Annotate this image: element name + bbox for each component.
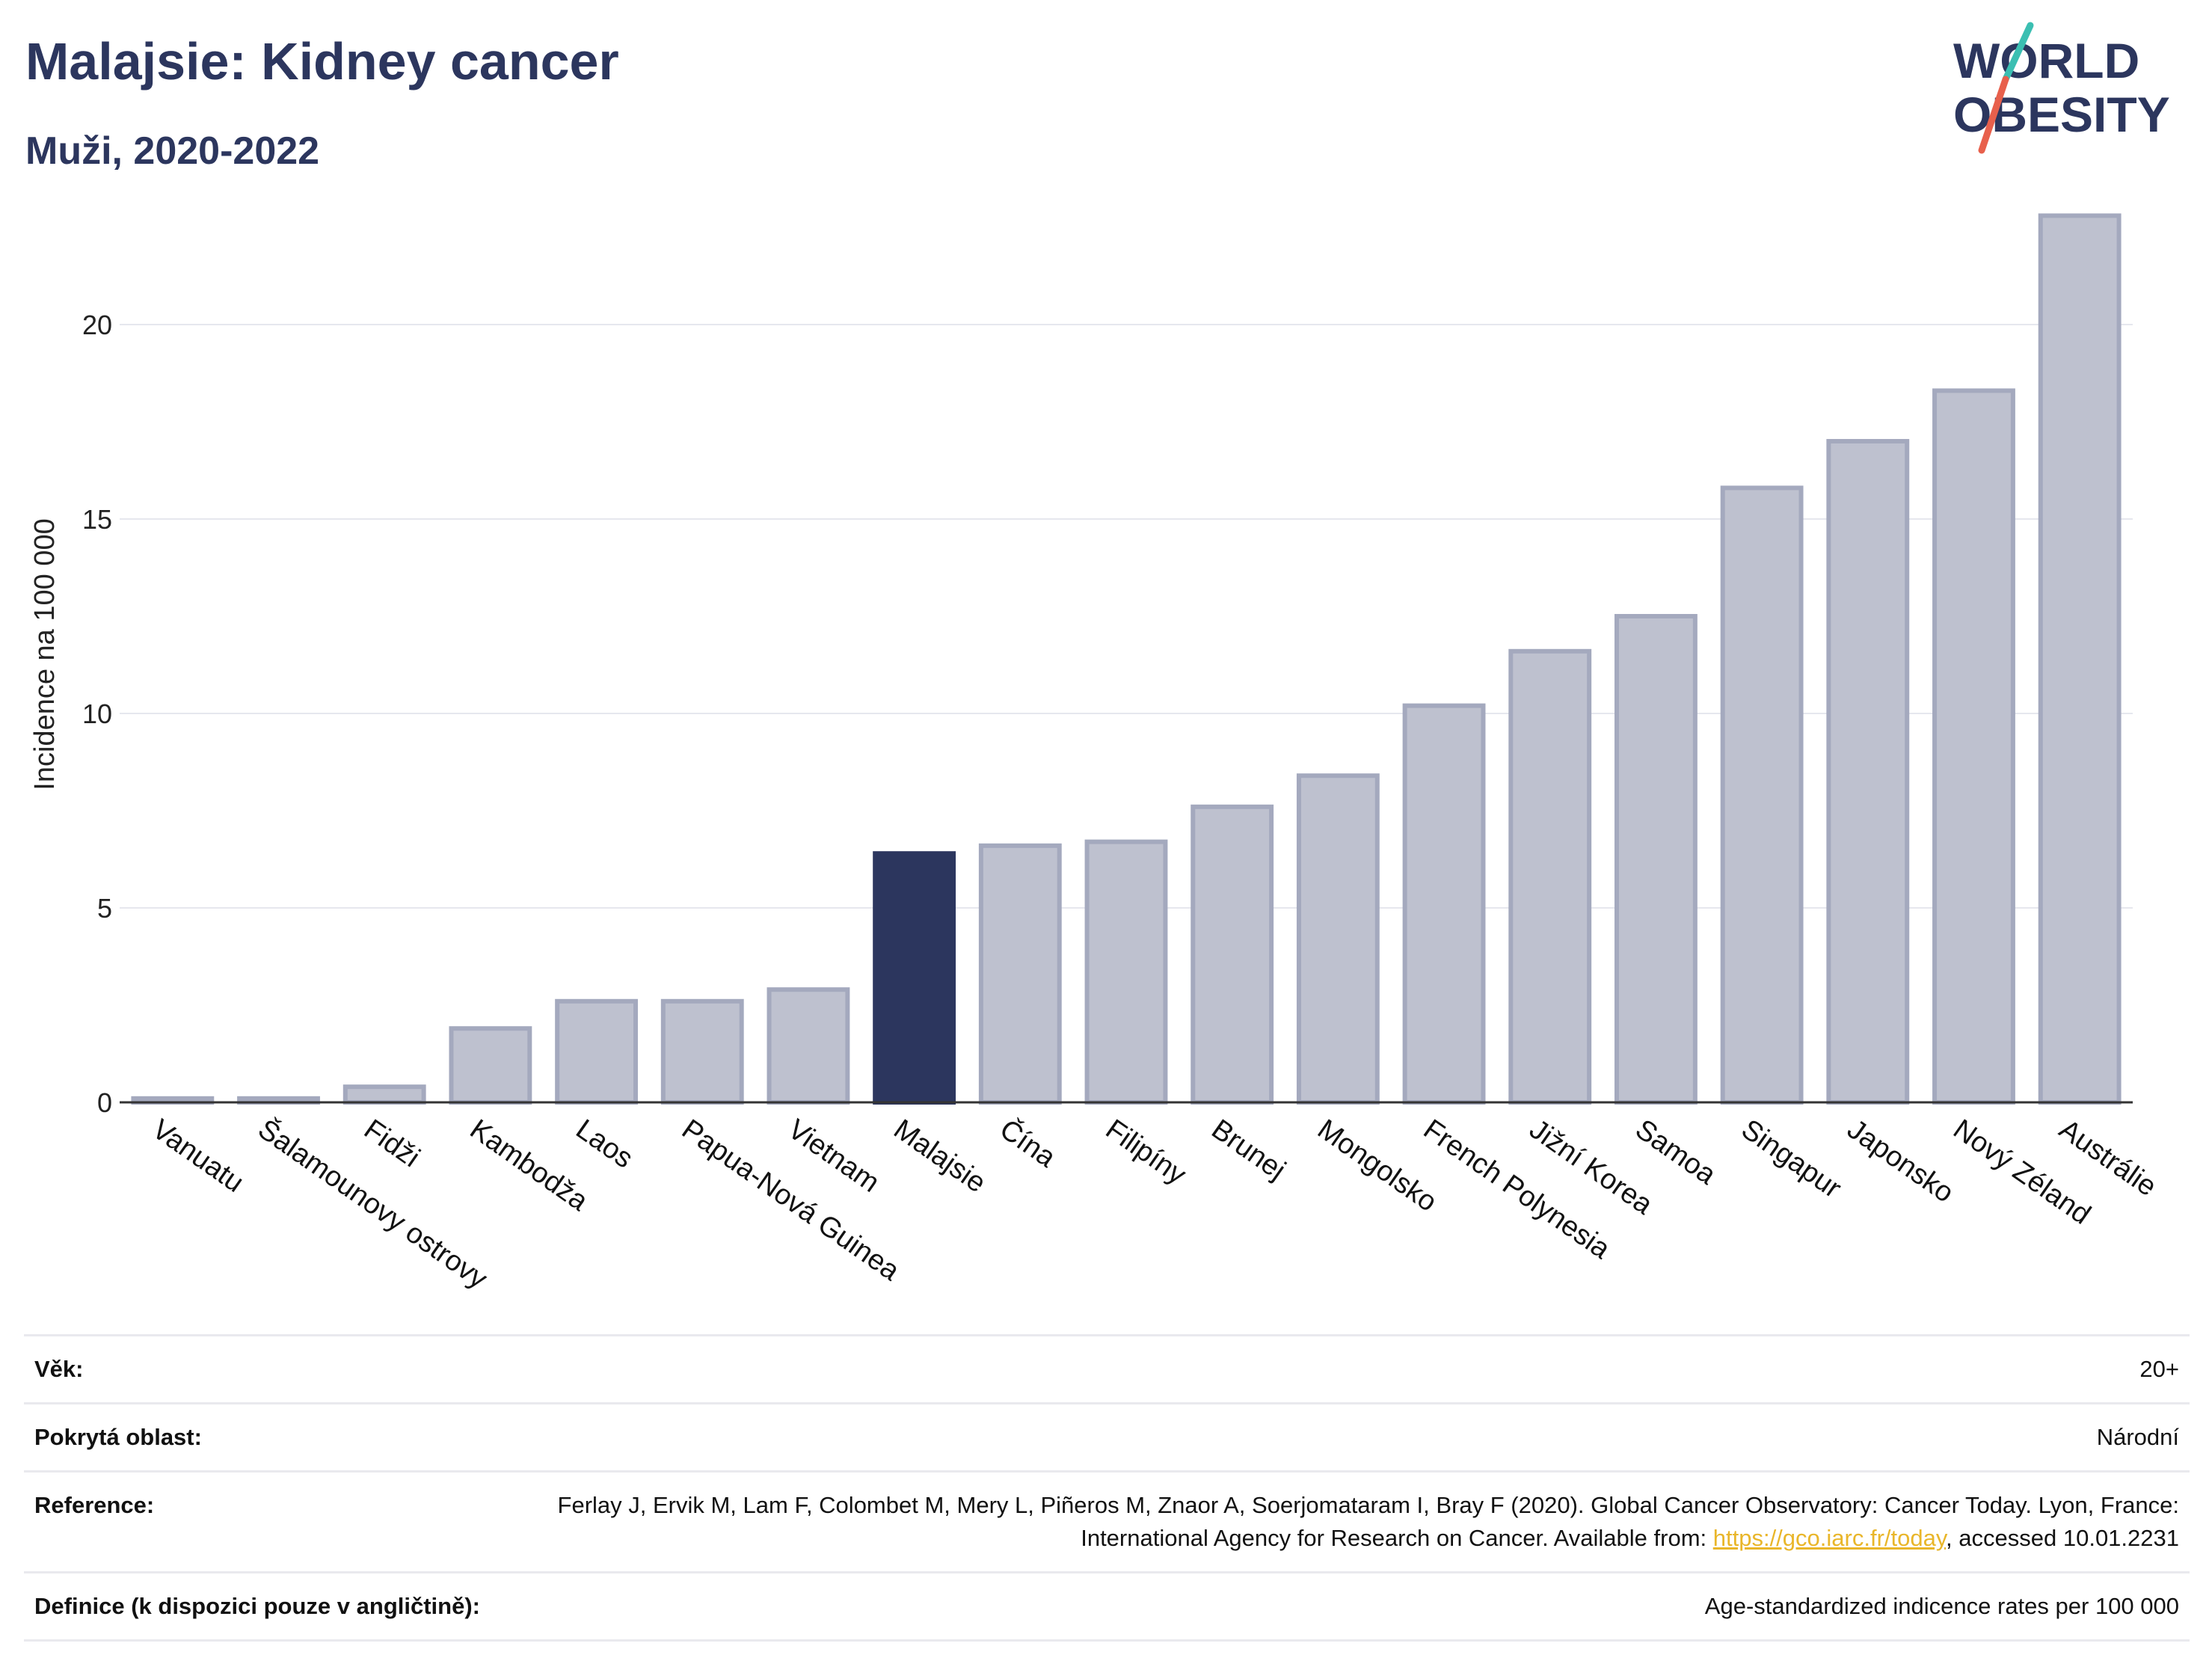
bar-16 [1826, 439, 1910, 1105]
y-tick-label: 15 [82, 504, 112, 535]
bar-3 [449, 1026, 532, 1105]
meta-label-definition: Definice (k dispozici pouze v angličtině… [34, 1593, 480, 1619]
meta-value-coverage: Národní [2096, 1424, 2179, 1450]
meta-value-reference: Ferlay J, Ervik M, Lam F, Colombet M, Me… [459, 1489, 2179, 1555]
y-axis-label: Incidence na 100 000 [29, 518, 61, 790]
bar-7 [873, 851, 956, 1105]
logo-slash-red [1978, 76, 2009, 154]
metadata-table: Věk: 20+ Pokrytá oblast: Národní Referen… [24, 1334, 2190, 1642]
x-tick-label: Kambodža [464, 1114, 595, 1218]
meta-value-age: 20+ [2139, 1356, 2179, 1382]
bar-15 [1720, 485, 1804, 1105]
bar-4 [555, 998, 639, 1105]
bar-10 [1191, 804, 1274, 1105]
logo-line-world: WORLD [1953, 33, 2139, 88]
meta-label-coverage: Pokrytá oblast: [34, 1424, 202, 1450]
meta-row-coverage: Pokrytá oblast: Národní [24, 1402, 2190, 1470]
x-tick-label: Brunej [1206, 1114, 1291, 1186]
bar-11 [1296, 773, 1380, 1105]
bars [131, 213, 2122, 1105]
x-tick-label: Filipíny [1100, 1114, 1192, 1191]
bar-8 [978, 843, 1062, 1105]
meta-row-reference: Reference: Ferlay J, Ervik M, Lam F, Col… [24, 1470, 2190, 1571]
bar-2 [342, 1084, 426, 1105]
bar-5 [660, 998, 744, 1105]
x-tick-label: Samoa [1629, 1114, 1721, 1191]
world-obesity-logo: WORLD OBESITY [1953, 22, 2170, 154]
bar-17 [1932, 388, 2015, 1105]
bar-6 [766, 987, 850, 1105]
x-tick-label: Malajsie [888, 1114, 991, 1199]
x-tick-label: Mongolsko [1312, 1114, 1443, 1218]
y-tick-label: 5 [97, 893, 112, 924]
x-tick-label: Singapur [1736, 1114, 1847, 1205]
chart-subtitle: Muži, 2020-2022 [25, 129, 320, 173]
x-tick-label: Japonsko [1842, 1114, 1959, 1209]
meta-label-age: Věk: [34, 1356, 84, 1382]
bar-9 [1084, 839, 1168, 1105]
meta-value-definition: Age-standardized indicence rates per 100… [1704, 1593, 2179, 1619]
y-tick-label: 10 [82, 698, 112, 729]
reference-text: Ferlay J, Ervik M, Lam F, Colombet M, Me… [557, 1492, 2179, 1551]
reference-accessed: , accessed 10.01.2231 [1946, 1525, 2179, 1551]
bar-12 [1402, 703, 1486, 1105]
x-tick-label: Fidži [358, 1114, 425, 1173]
x-tick-label: Laos [570, 1114, 639, 1175]
x-tick-label: Čína [994, 1112, 1063, 1174]
meta-row-definition: Definice (k dispozici pouze v angličtině… [24, 1571, 2190, 1642]
reference-link[interactable]: https://gco.iarc.fr/today [1712, 1525, 1947, 1551]
x-tick-label: Vanuatu [147, 1114, 250, 1199]
meta-row-age: Věk: 20+ [24, 1334, 2190, 1402]
bar-14 [1614, 614, 1698, 1105]
x-tick-label: French Polynesia [1418, 1114, 1616, 1265]
bar-18 [2038, 213, 2122, 1105]
y-tick-labels: 0 5 10 15 20 [82, 310, 112, 1118]
logo-slash-teal [2002, 22, 2034, 83]
chart-title: Malajsie: Kidney cancer [25, 32, 619, 90]
y-tick-label: 0 [97, 1087, 112, 1118]
bar-13 [1508, 648, 1592, 1105]
meta-label-reference: Reference: [34, 1492, 155, 1518]
y-tick-label: 20 [82, 310, 112, 340]
